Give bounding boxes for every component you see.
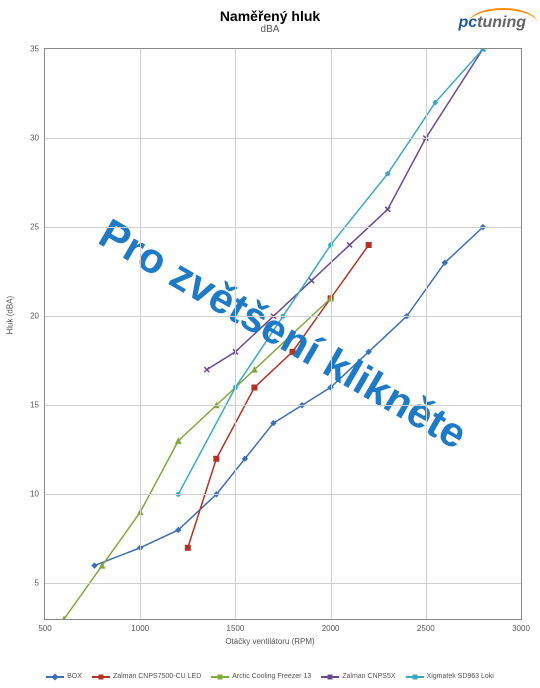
series-marker xyxy=(204,367,209,372)
series-line xyxy=(188,245,369,548)
plot-area: Pro zvětšení klikněte 500100015002000250… xyxy=(44,48,522,620)
x-tick-label: 500 xyxy=(38,624,51,633)
legend-item: BOX xyxy=(46,673,82,680)
y-tick-label: 10 xyxy=(19,490,39,499)
legend-item: Xigmatek SD963 Loki xyxy=(406,673,494,680)
y-tick-label: 5 xyxy=(19,579,39,588)
series-marker xyxy=(433,100,438,105)
series-marker xyxy=(214,456,219,461)
x-tick-label: 3000 xyxy=(512,624,530,633)
legend-label: Xigmatek SD963 Loki xyxy=(427,673,494,680)
grid-line xyxy=(140,49,141,619)
x-tick-label: 1000 xyxy=(131,624,149,633)
grid-line xyxy=(426,49,427,619)
grid-line xyxy=(45,138,521,139)
legend-label: Zalman CNPS5X xyxy=(342,673,395,680)
y-tick-label: 35 xyxy=(19,45,39,54)
grid-line xyxy=(45,316,521,317)
series-marker xyxy=(309,278,314,283)
y-tick-label: 15 xyxy=(19,401,39,410)
x-axis-title: Otáčky ventilátoru (RPM) xyxy=(225,637,314,646)
grid-line xyxy=(45,583,521,584)
legend-label: BOX xyxy=(67,673,82,680)
series-line xyxy=(95,227,483,565)
legend-item: Arctic Cooling Freezer 13 xyxy=(211,673,311,680)
y-tick-label: 25 xyxy=(19,223,39,232)
plot-svg xyxy=(45,49,521,619)
series-marker xyxy=(385,207,390,212)
series-line xyxy=(207,49,483,370)
legend-marker-icon xyxy=(46,676,64,678)
grid-line xyxy=(45,494,521,495)
legend: BOX Zalman CNPS7500-CU LED Arctic Cooling … xyxy=(0,673,540,680)
series-marker xyxy=(366,242,371,247)
legend-label: Arctic Cooling Freezer 13 xyxy=(232,673,311,680)
legend-item: Zalman CNPS7500-CU LED xyxy=(92,673,201,680)
series-marker xyxy=(185,545,190,550)
legend-label: Zalman CNPS7500-CU LED xyxy=(113,673,201,680)
legend-marker-icon xyxy=(321,676,339,678)
series-marker xyxy=(290,349,295,354)
legend-marker-icon xyxy=(92,676,110,678)
x-tick-label: 1500 xyxy=(226,624,244,633)
logo: pctuning xyxy=(458,14,526,32)
grid-line xyxy=(235,49,236,619)
x-tick-label: 2000 xyxy=(322,624,340,633)
series-marker xyxy=(347,242,352,247)
series-marker xyxy=(92,563,97,568)
legend-marker-icon xyxy=(406,676,424,678)
grid-line xyxy=(45,405,521,406)
y-tick-label: 30 xyxy=(19,134,39,143)
grid-line xyxy=(45,227,521,228)
series-marker xyxy=(385,171,390,176)
chart-container[interactable]: Naměřený hluk dBA pctuning Pro zvětšení … xyxy=(0,0,540,688)
x-tick-label: 2500 xyxy=(417,624,435,633)
legend-marker-icon xyxy=(211,676,229,678)
y-axis-title: Hluk (dBA) xyxy=(6,296,15,335)
grid-line xyxy=(331,49,332,619)
legend-item: Zalman CNPS5X xyxy=(321,673,395,680)
y-tick-label: 20 xyxy=(19,312,39,321)
series-marker xyxy=(252,385,257,390)
